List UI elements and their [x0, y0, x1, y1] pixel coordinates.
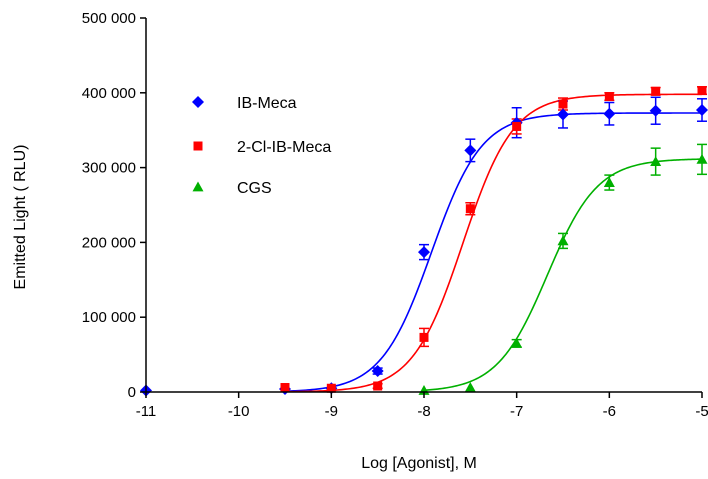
data-point: [464, 382, 476, 392]
legend-label: CGS: [237, 180, 272, 197]
y-tick-label: 200 000: [82, 234, 136, 251]
fit-curve: [423, 158, 703, 392]
x-tick-label: -7: [510, 403, 523, 420]
data-point: [649, 104, 662, 117]
legend-marker: [192, 181, 204, 192]
x-tick-label: -8: [417, 403, 430, 420]
y-tick-label: 500 000: [82, 10, 136, 27]
data-point: [373, 381, 383, 391]
legend-marker: [193, 141, 203, 151]
fit-curve: [284, 93, 702, 393]
legend-label: IB-Meca: [237, 95, 297, 112]
x-tick-label: -6: [603, 403, 616, 420]
data-points: [140, 86, 708, 397]
axis-ticks: -11 -10 -9 -8 -7 -6 -5 0 100 000 200 000 300 000 40…: [82, 10, 708, 420]
y-tick-label: 100 000: [82, 309, 136, 326]
data-point: [419, 332, 429, 342]
legend-marker: [192, 96, 204, 108]
data-point: [603, 177, 615, 187]
data-point: [696, 104, 708, 117]
data-point: [557, 108, 569, 121]
legend-label: 2-Cl-IB-Meca: [237, 139, 331, 156]
fit-curves: [284, 93, 703, 393]
x-axis-title: Log [Agonist], M: [361, 455, 477, 472]
y-axis-title: Emitted Light ( RLU): [12, 145, 29, 290]
data-point: [326, 383, 336, 393]
data-point: [651, 86, 661, 96]
data-point: [696, 153, 708, 164]
data-point: [697, 86, 707, 96]
data-point: [464, 144, 477, 157]
y-tick-label: 400 000: [82, 85, 136, 102]
x-tick-label: -10: [228, 403, 250, 420]
data-point: [650, 156, 662, 167]
data-point: [280, 383, 290, 393]
y-tick-label: 0: [128, 384, 136, 401]
legend: IB-Meca 2-Cl-IB-Meca CGS: [192, 95, 331, 197]
data-point: [418, 246, 430, 259]
x-tick-label: -9: [325, 403, 338, 420]
y-tick-label: 300 000: [82, 160, 136, 177]
data-point: [603, 107, 616, 120]
data-point: [512, 121, 522, 131]
x-tick-label: -11: [136, 403, 157, 420]
data-point: [465, 204, 475, 214]
data-point: [371, 365, 384, 378]
data-point: [557, 235, 569, 246]
fit-curve: [284, 112, 702, 392]
x-tick-label: -5: [695, 403, 708, 420]
data-point: [558, 99, 568, 109]
data-point: [604, 92, 614, 102]
data-point: [511, 337, 523, 348]
